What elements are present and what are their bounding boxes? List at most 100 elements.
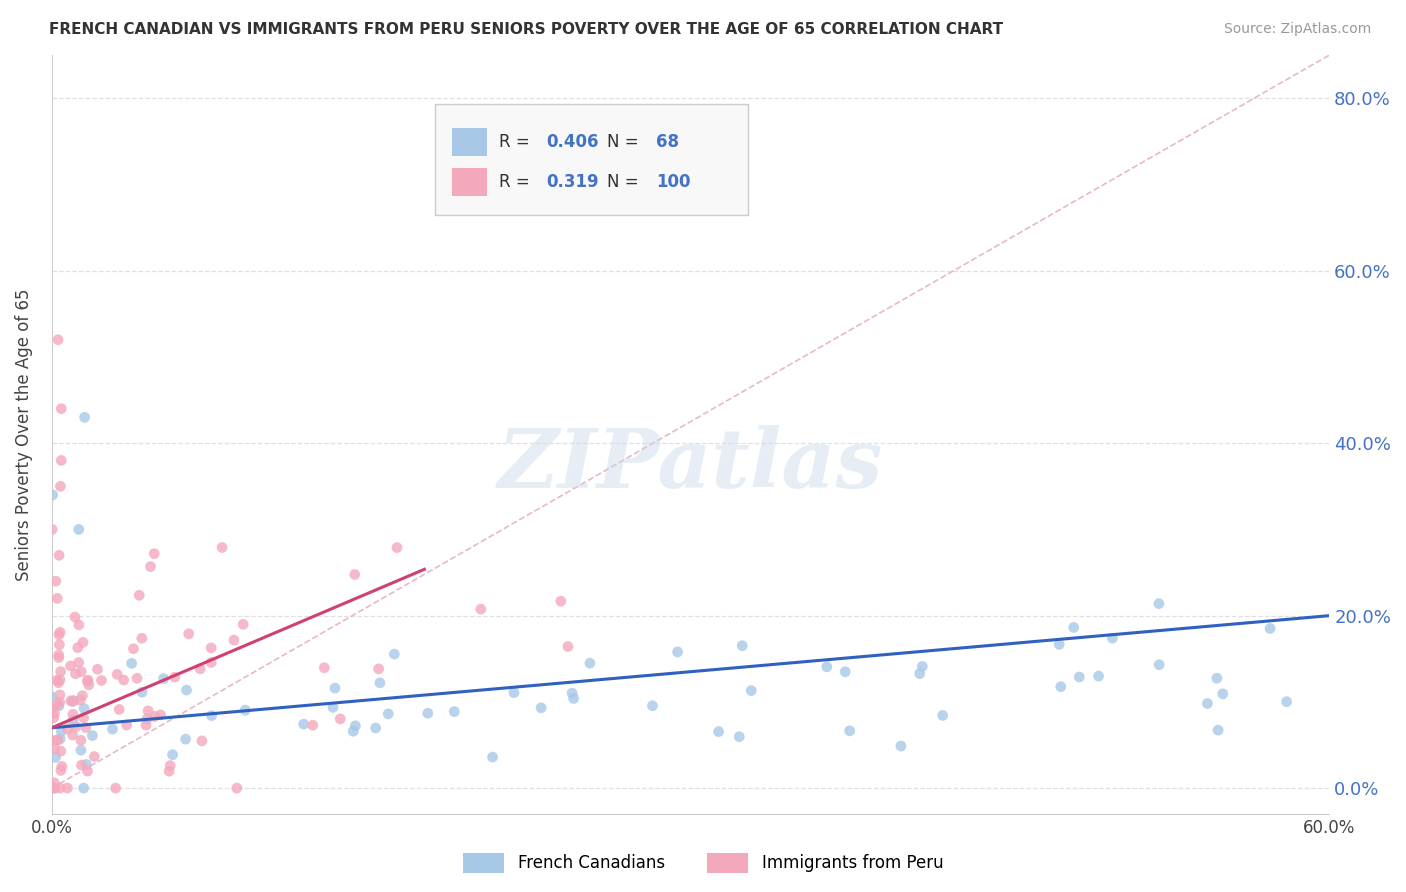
Point xyxy=(557,640,579,654)
Text: ZIPatlas: ZIPatlas xyxy=(498,425,883,505)
Point xyxy=(51,724,73,739)
Point xyxy=(44,776,66,790)
Point xyxy=(63,610,86,624)
Point xyxy=(931,708,953,723)
Point xyxy=(45,574,67,589)
Point xyxy=(46,698,69,712)
FancyBboxPatch shape xyxy=(451,128,488,156)
Point xyxy=(1147,597,1170,611)
Point xyxy=(60,694,83,708)
Point xyxy=(1258,622,1281,636)
Point xyxy=(72,689,94,703)
Point xyxy=(174,732,197,747)
Text: N =: N = xyxy=(607,133,640,151)
Point xyxy=(222,633,245,648)
Point xyxy=(77,673,100,688)
Point xyxy=(59,694,82,708)
Point xyxy=(135,718,157,732)
Point xyxy=(49,781,72,796)
Point xyxy=(200,708,222,723)
Point xyxy=(41,690,63,704)
Point xyxy=(76,764,98,778)
Point xyxy=(128,588,150,602)
Point xyxy=(49,665,72,679)
Point xyxy=(49,744,72,758)
Point xyxy=(62,713,84,727)
Point xyxy=(200,640,222,655)
Point xyxy=(1101,631,1123,645)
Point xyxy=(49,764,72,778)
Point xyxy=(70,758,93,772)
Point xyxy=(42,781,65,796)
Point xyxy=(641,698,664,713)
Point xyxy=(49,673,72,687)
Point xyxy=(343,567,366,582)
Point xyxy=(562,691,585,706)
Point xyxy=(530,700,553,714)
Point xyxy=(177,627,200,641)
Point xyxy=(152,672,174,686)
Point xyxy=(75,757,97,772)
Point xyxy=(46,333,69,347)
Point xyxy=(131,685,153,699)
Point xyxy=(42,711,65,725)
Point xyxy=(65,720,87,734)
Point xyxy=(104,781,127,796)
Point xyxy=(70,665,93,679)
Point xyxy=(225,781,247,796)
Point xyxy=(323,681,346,695)
Point xyxy=(46,591,69,606)
Point xyxy=(62,693,84,707)
Point xyxy=(67,656,90,670)
Point xyxy=(48,650,70,665)
Point xyxy=(56,722,79,736)
Point xyxy=(72,781,94,796)
Point xyxy=(46,732,69,747)
Point xyxy=(561,686,583,700)
Point xyxy=(44,741,66,756)
Point xyxy=(122,641,145,656)
Point xyxy=(322,700,344,714)
Point xyxy=(69,693,91,707)
Point xyxy=(72,711,94,725)
Point xyxy=(191,734,214,748)
Point xyxy=(41,488,63,502)
Point xyxy=(82,729,104,743)
Point xyxy=(59,659,82,673)
Point xyxy=(41,781,63,796)
Point xyxy=(377,706,399,721)
Point xyxy=(56,780,79,795)
Point xyxy=(1069,670,1091,684)
Point xyxy=(41,523,63,537)
Point xyxy=(62,728,84,742)
Point xyxy=(121,657,143,671)
Point xyxy=(77,678,100,692)
Point xyxy=(1197,697,1219,711)
Point xyxy=(45,733,67,747)
Text: R =: R = xyxy=(499,133,530,151)
Point xyxy=(83,749,105,764)
Point xyxy=(48,648,70,662)
Point xyxy=(503,686,526,700)
Point xyxy=(51,453,73,467)
Point xyxy=(163,670,186,684)
Point xyxy=(42,702,65,716)
Point xyxy=(666,645,689,659)
Point xyxy=(105,667,128,681)
Point xyxy=(200,656,222,670)
Point xyxy=(136,704,159,718)
Point xyxy=(890,739,912,753)
Point xyxy=(1063,620,1085,634)
Point xyxy=(188,662,211,676)
Point xyxy=(49,625,72,640)
Point xyxy=(731,639,754,653)
Point xyxy=(815,660,838,674)
Point xyxy=(301,718,323,732)
Point xyxy=(385,541,408,555)
Point xyxy=(382,647,405,661)
Point xyxy=(48,638,70,652)
Point xyxy=(143,547,166,561)
Point xyxy=(65,666,87,681)
Point xyxy=(44,781,66,796)
Point xyxy=(1212,687,1234,701)
